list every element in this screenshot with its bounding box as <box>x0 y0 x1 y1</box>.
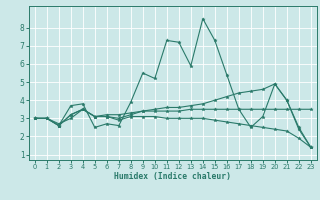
X-axis label: Humidex (Indice chaleur): Humidex (Indice chaleur) <box>114 172 231 181</box>
